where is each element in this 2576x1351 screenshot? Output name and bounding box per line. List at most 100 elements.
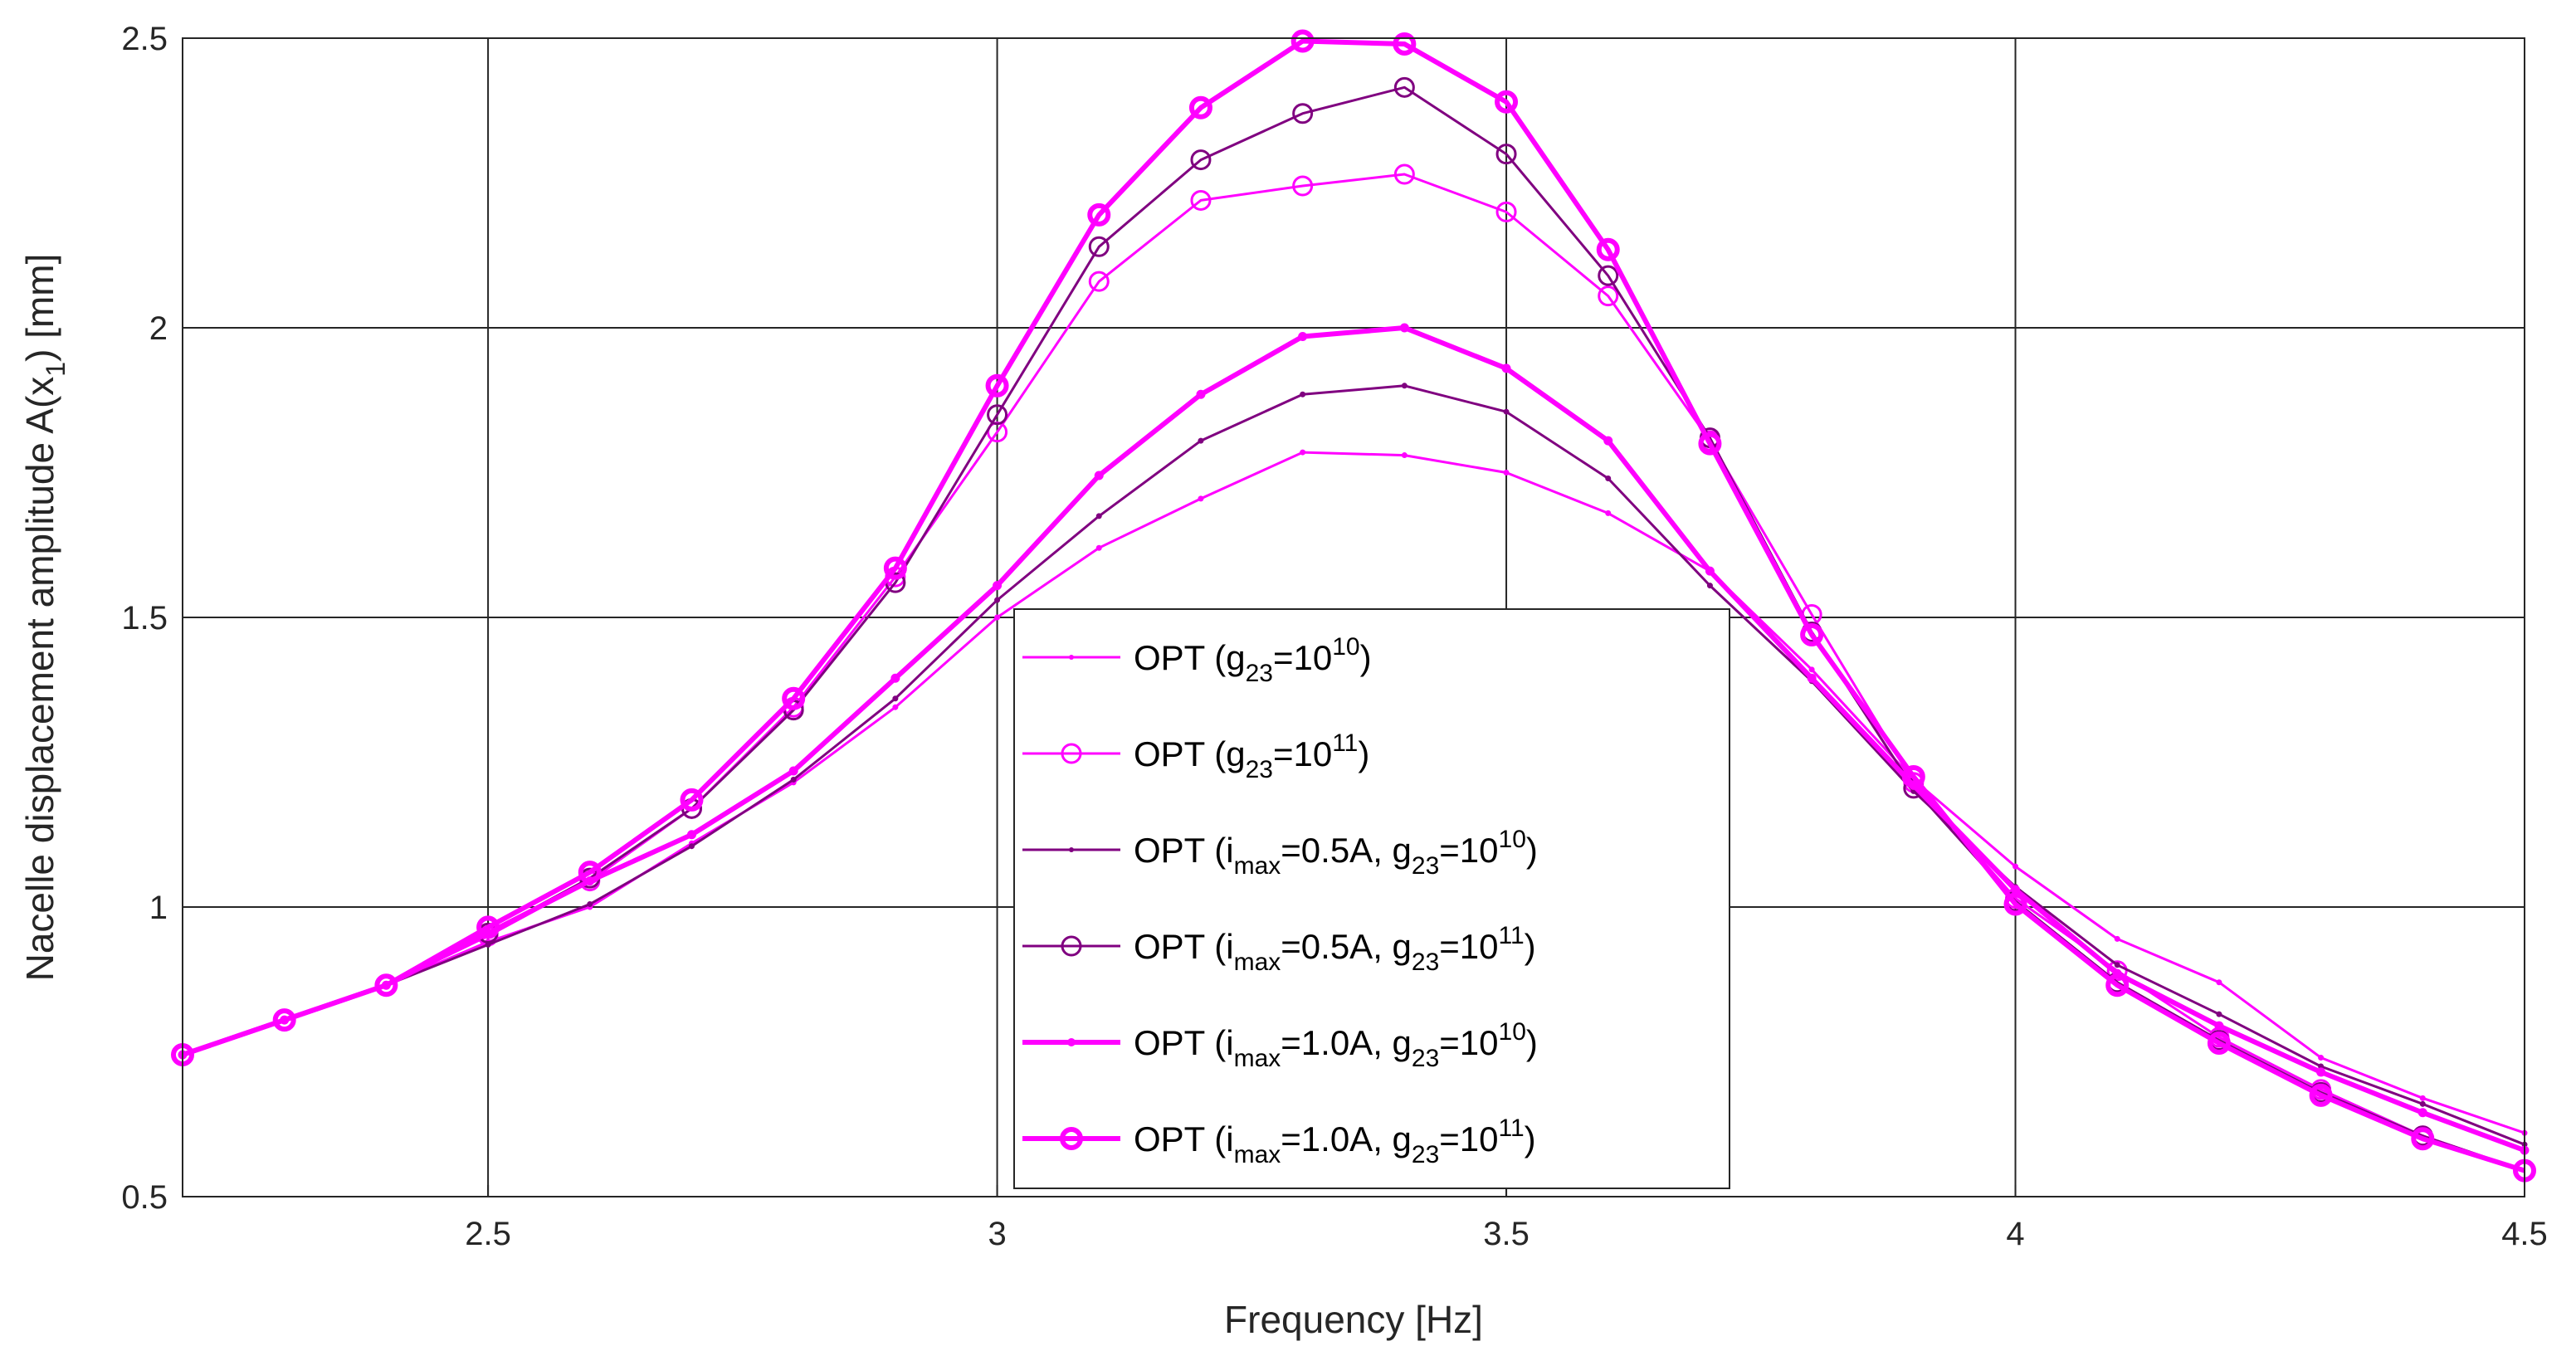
series-3-line <box>182 384 2525 1146</box>
x-tick-label: 4.5 <box>2501 1216 2548 1252</box>
series-5-point <box>1501 363 1511 373</box>
series-3-point <box>2216 1011 2222 1017</box>
series-5-point <box>1196 389 1206 399</box>
series-4-point <box>1292 103 1314 124</box>
series-1-point <box>892 704 899 710</box>
series-3-point <box>2419 1100 2426 1107</box>
x-tick-label: 4 <box>2006 1216 2024 1252</box>
series-6-point <box>1290 29 1315 53</box>
legend-swatch-marker <box>1067 1038 1076 1046</box>
series-6-point <box>1698 432 1722 456</box>
series-1-point <box>1198 495 1204 502</box>
series-3-point <box>1198 437 1204 444</box>
series-6-point <box>272 1008 296 1032</box>
series-3-point <box>994 597 1001 603</box>
series-6-point <box>1087 202 1111 227</box>
series-4-point <box>1495 144 1517 165</box>
series-5-line <box>182 325 2526 1153</box>
series-3-point <box>1300 391 1306 397</box>
series-1-point <box>2419 1095 2426 1101</box>
series-5-point <box>1399 323 1409 333</box>
series-3-point <box>1401 383 1408 389</box>
series-3-point <box>790 776 797 783</box>
series-3-point <box>1095 513 1102 519</box>
legend-entry: OPT (imax=0.5A, g23=1010) <box>1134 826 1538 880</box>
series-3-point <box>892 695 899 702</box>
series-4-point <box>1393 76 1415 98</box>
series-2-point <box>1393 163 1415 185</box>
x-tick-label: 3.5 <box>1483 1216 1530 1252</box>
series-5-point <box>2214 1021 2224 1031</box>
series-5-point <box>1705 566 1715 576</box>
series-6-point <box>2411 1127 2435 1151</box>
series-6-point <box>578 861 602 885</box>
series-1-point <box>1095 544 1102 551</box>
y-tick-label: 1 <box>149 890 168 926</box>
legend-swatch-marker <box>1061 743 1082 764</box>
series-6-point <box>1596 237 1620 261</box>
series-2-point <box>1495 201 1517 222</box>
series-6-line <box>182 38 2525 1173</box>
series-3-point <box>1503 408 1510 415</box>
series-5-point <box>788 766 798 776</box>
series-5-point <box>1298 331 1308 341</box>
legend-entry: OPT (imax=1.0A, g23=1011) <box>1134 1114 1536 1168</box>
series-3-point <box>587 901 593 908</box>
legend-entry: OPT (imax=1.0A, g23=1010) <box>1134 1018 1538 1072</box>
series-5-point <box>890 673 900 683</box>
series-1-line <box>182 451 2525 1134</box>
legend-swatch-marker <box>1069 655 1074 660</box>
series-1-point <box>2013 863 2019 870</box>
series-6-point <box>883 556 907 580</box>
x-tick-label: 3 <box>988 1216 1006 1252</box>
legend-entry: OPT (g23=1011) <box>1134 729 1369 783</box>
x-axis-label: Frequency [Hz] <box>1224 1298 1483 1341</box>
series-1-point <box>994 614 1001 621</box>
x-tick-label: 2.5 <box>465 1216 511 1252</box>
series-6-point <box>2003 892 2027 916</box>
series-5-point <box>1603 436 1613 446</box>
series-3-point <box>2114 962 2120 968</box>
series-1-point <box>1605 510 1612 516</box>
series-6-point <box>2207 1032 2231 1056</box>
series-2-point <box>1292 175 1314 197</box>
series-6-point <box>680 788 704 812</box>
series-1-point <box>1808 666 1815 673</box>
series-1-point <box>2216 979 2222 986</box>
series-1-point <box>1401 452 1408 459</box>
series-5-point <box>1094 471 1104 480</box>
series-6-point <box>1901 764 1925 788</box>
series-2-point <box>1598 285 1619 307</box>
legend-entry: OPT (imax=0.5A, g23=1011) <box>1134 922 1536 976</box>
series-4-point <box>1598 265 1619 286</box>
series-6-point <box>1188 95 1212 119</box>
series-5-point <box>686 830 696 840</box>
series-1-point <box>2114 935 2120 942</box>
series-6-point <box>1393 32 1417 56</box>
series-6-point <box>476 915 500 939</box>
series-6-point <box>985 373 1009 397</box>
series-6-point <box>2105 973 2130 997</box>
series-layer <box>171 29 2536 1183</box>
series-3-point <box>1706 583 1713 589</box>
legend-swatch-marker <box>1069 847 1074 852</box>
series-5-point <box>2316 1067 2326 1077</box>
series-6-point <box>782 686 806 710</box>
y-axis-label: Nacelle displacement amplitude A(x1) [mm… <box>18 254 71 982</box>
series-6-point <box>2309 1083 2333 1107</box>
series-6-point <box>374 973 398 997</box>
series-2-point <box>1088 271 1110 292</box>
series-3-point <box>1605 475 1612 481</box>
series-5-point <box>1807 673 1817 683</box>
series-5 <box>178 323 2530 1155</box>
series-4-point <box>1190 149 1212 171</box>
legend-swatch-marker <box>1060 1127 1083 1150</box>
series-4-point <box>987 404 1008 426</box>
y-tick-label: 0.5 <box>121 1179 168 1216</box>
series-6-point <box>1800 622 1824 646</box>
y-tick-label: 2 <box>149 310 168 347</box>
series-3-point <box>688 843 695 850</box>
series-1-point <box>2318 1054 2325 1061</box>
y-tick-label: 1.5 <box>121 600 168 636</box>
